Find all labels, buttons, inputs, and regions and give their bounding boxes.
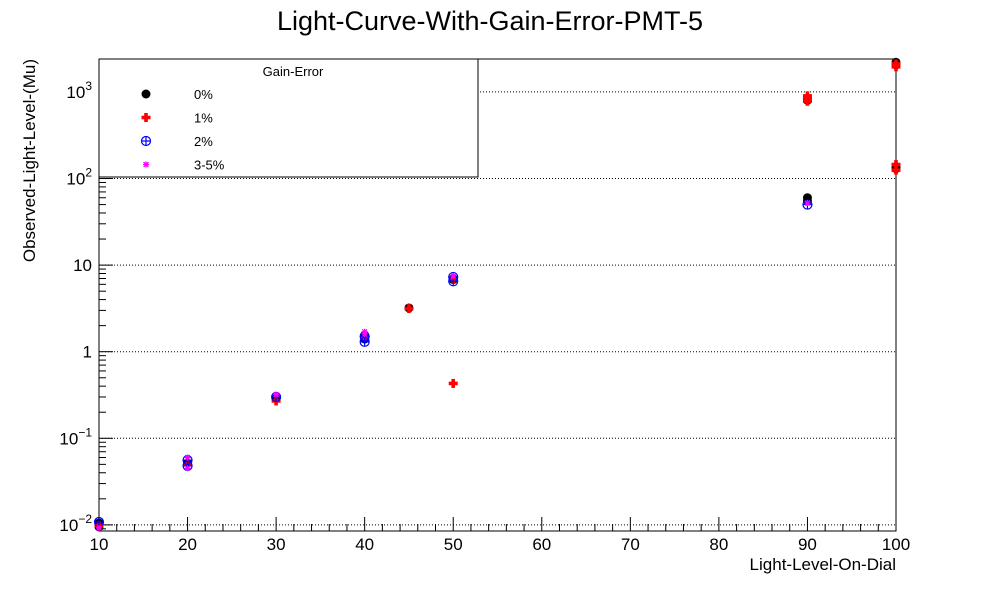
chart-title: Light-Curve-With-Gain-Error-PMT-5 (277, 6, 703, 36)
legend-marker (140, 135, 152, 147)
legend-label: 2% (194, 134, 213, 149)
data-point (448, 378, 458, 388)
data-point (891, 59, 901, 69)
y-axis: 10−2 10−1 1 10 102 103 (59, 65, 113, 535)
data-point (404, 304, 414, 314)
data-point (361, 331, 368, 338)
data-point (891, 160, 901, 170)
y-tick-label: 10−1 (59, 425, 92, 448)
legend-label: 1% (194, 111, 213, 126)
data-point (891, 165, 901, 175)
data-point (804, 200, 811, 207)
data-point (184, 454, 191, 461)
plot-frame (98, 58, 897, 532)
legend-marker (141, 113, 151, 122)
legend-marker (141, 89, 151, 99)
y-tick-label: 10 (73, 256, 92, 275)
x-tick-label: 10 (90, 535, 109, 554)
x-tick-label: 20 (178, 535, 197, 554)
data-points (93, 57, 901, 532)
x-tick-label: 60 (532, 535, 551, 554)
legend: Gain-Error 0% 1% 2% 3-5% (98, 58, 479, 178)
x-tick-label: 70 (621, 535, 640, 554)
x-tick-label: 100 (882, 535, 910, 554)
x-tick-label: 40 (355, 535, 374, 554)
data-point (184, 465, 191, 472)
legend-label: 0% (194, 87, 213, 102)
y-axis-label: Observed-Light-Level-(Mu) (20, 59, 39, 262)
series-2 (93, 199, 813, 528)
x-tick-label: 80 (709, 535, 728, 554)
y-tick-label: 10−2 (59, 512, 92, 535)
data-point (96, 525, 102, 532)
x-tick-label: 50 (444, 535, 463, 554)
x-tick-label: 90 (798, 535, 817, 554)
x-axis-label: Light-Level-On-Dial (750, 555, 896, 574)
legend-label: 3-5% (194, 158, 225, 173)
data-point (273, 391, 280, 398)
data-point (802, 93, 812, 103)
y-tick-label: 102 (66, 166, 92, 189)
series-3 (96, 200, 811, 532)
y-tick-label: 1 (83, 343, 92, 362)
legend-marker (143, 161, 149, 168)
legend-box (98, 58, 479, 178)
legend-title: Gain-Error (263, 64, 324, 79)
data-point (450, 272, 457, 279)
x-tick-label: 30 (267, 535, 286, 554)
y-tick-label: 103 (66, 79, 92, 102)
x-axis: 10 20 30 40 50 60 70 80 90 100 (90, 517, 910, 554)
